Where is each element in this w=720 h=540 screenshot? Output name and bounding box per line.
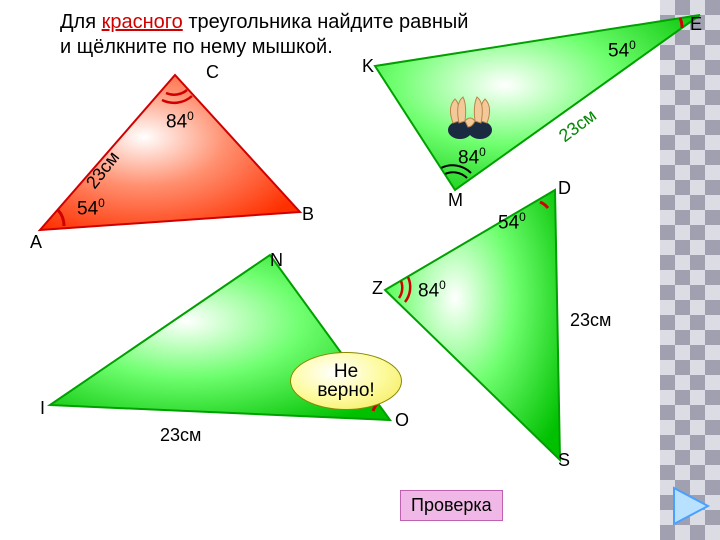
side-io: 23см [160, 425, 201, 446]
instr-prefix: Для [60, 11, 102, 33]
feedback-text: Неверно! [317, 362, 374, 400]
check-button[interactable]: Проверка [400, 490, 503, 521]
angle-e-text: 540 [608, 38, 636, 62]
feedback-bubble: Неверно! [290, 352, 402, 410]
vertex-k: K [362, 56, 374, 77]
vertex-d: D [558, 178, 571, 199]
angle-c-text: 840 [166, 109, 194, 133]
vertex-o: O [395, 410, 409, 431]
angle-d-text: 540 [498, 210, 526, 234]
vertex-e: E [690, 14, 702, 35]
instr-highlight: красного [102, 11, 183, 33]
instr-suffix-line1: треугольника найдите равный [183, 11, 469, 33]
angle-m-text: 840 [458, 145, 486, 169]
angle-a-text: 540 [77, 196, 105, 220]
vertex-s: S [558, 450, 570, 471]
vertex-a: A [30, 232, 42, 253]
nav-next-button[interactable] [668, 484, 712, 528]
vertex-b: B [302, 204, 314, 225]
vertex-c: C [206, 62, 219, 83]
vertex-m: M [448, 190, 463, 211]
instruction-text: Для красного треугольника найдите равный… [60, 10, 468, 60]
check-button-label: Проверка [411, 495, 492, 515]
vertex-i: I [40, 398, 45, 419]
vertex-n: N [270, 250, 283, 271]
angle-z-text: 840 [418, 278, 446, 302]
vertex-z: Z [372, 278, 383, 299]
side-ds: 23см [570, 310, 611, 331]
instr-suffix-line2: и щёлкните по нему мышкой. [60, 36, 333, 58]
triangle-zds[interactable] [385, 190, 560, 460]
diagram-canvas [0, 0, 720, 540]
